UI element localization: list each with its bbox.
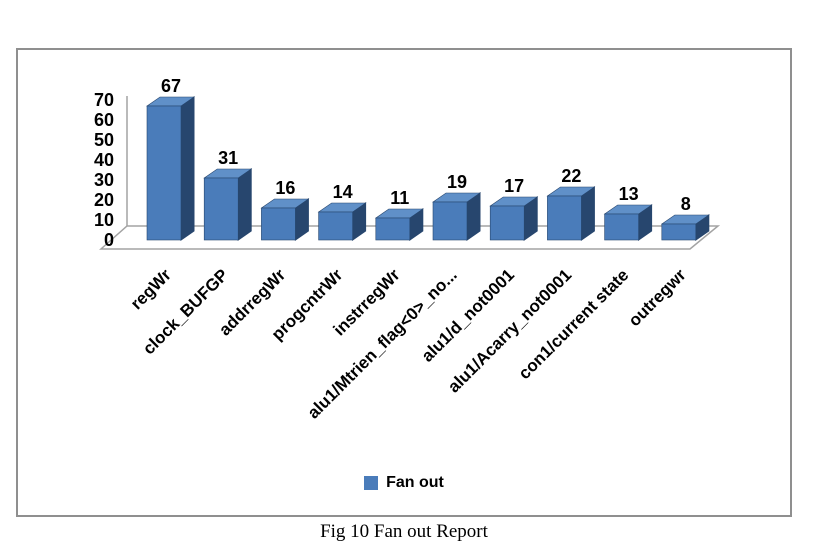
bar-value-label: 14 [333,182,353,202]
y-tick-label: 10 [94,210,114,230]
legend-label: Fan out [386,474,444,491]
y-tick-label: 30 [94,170,114,190]
x-category-label: con1/current state [515,265,633,383]
chart-frame: 0 10 20 30 40 50 60 70 67 regWr 31 clock_BUFGP 16 add… [16,48,792,517]
bar-side-face [237,168,252,241]
y-tick-label: 70 [94,90,114,110]
bar [261,207,296,241]
bar-value-label: 11 [390,188,409,208]
bar [604,213,639,241]
bar [318,211,353,241]
bar-value-label: 16 [275,178,295,198]
bar-value-label: 31 [218,148,238,168]
bar-value-label: 22 [561,166,581,186]
bar [375,217,411,241]
bar-side-face [180,96,195,241]
chart-legend: Fan out [18,474,790,492]
bar-value-label: 17 [504,176,524,196]
x-category-label: outregwr [625,265,690,330]
bar [661,223,697,241]
y-tick-label: 50 [94,130,114,150]
bar [547,195,582,241]
bar [489,205,525,241]
y-tick-label: 40 [94,150,114,170]
fanout-bar-chart: 01020304050607067regWr31clock_BUFGP16add… [94,76,721,422]
y-tick-label: 60 [94,110,114,130]
bar [432,201,468,241]
bar-value-label: 67 [161,76,181,96]
y-tick-label: 0 [104,230,114,250]
bar-value-label: 8 [681,194,691,214]
bar [146,105,182,241]
figure-caption: Fig 10 Fan out Report [320,521,488,542]
bar-value-label: 13 [619,184,639,204]
x-category-label: regWr [127,265,175,313]
legend-color-swatch [364,476,379,490]
bar [203,177,239,241]
y-tick-label: 20 [94,190,114,210]
bar-value-label: 19 [447,172,467,192]
